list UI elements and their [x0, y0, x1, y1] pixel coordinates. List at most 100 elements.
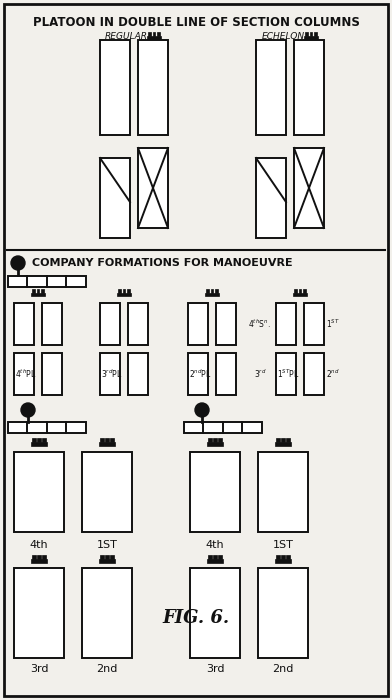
Bar: [310, 32, 312, 36]
Bar: [258, 568, 308, 658]
Bar: [208, 438, 212, 442]
Circle shape: [11, 256, 25, 270]
Text: 3rd: 3rd: [206, 664, 224, 674]
Bar: [105, 438, 109, 442]
Text: 4$^{th}$S$^{n}$.: 4$^{th}$S$^{n}$.: [248, 318, 271, 330]
Bar: [208, 555, 212, 559]
Bar: [37, 555, 41, 559]
Text: 3rd: 3rd: [30, 664, 48, 674]
Bar: [105, 555, 109, 559]
Bar: [100, 438, 103, 442]
Bar: [276, 438, 279, 442]
Bar: [207, 559, 223, 563]
Text: REGULAR: REGULAR: [105, 32, 148, 41]
Bar: [184, 422, 262, 433]
Text: 2$^{nd}$PL: 2$^{nd}$PL: [189, 368, 212, 380]
Bar: [123, 289, 125, 293]
Bar: [218, 555, 222, 559]
Bar: [100, 353, 120, 395]
Bar: [111, 438, 114, 442]
Bar: [111, 555, 114, 559]
Bar: [294, 289, 297, 293]
Bar: [138, 148, 168, 228]
Bar: [216, 353, 236, 395]
Text: 2$^{nd}$: 2$^{nd}$: [326, 368, 340, 380]
Bar: [100, 303, 120, 345]
Bar: [213, 438, 217, 442]
Text: 3$^{rd}$PL: 3$^{rd}$PL: [101, 368, 123, 380]
Bar: [37, 438, 41, 442]
Text: FIG. 6.: FIG. 6.: [162, 609, 230, 627]
Bar: [256, 158, 286, 238]
Bar: [299, 289, 301, 293]
Bar: [190, 568, 240, 658]
Bar: [303, 289, 306, 293]
Text: 1$^{ST}$: 1$^{ST}$: [326, 318, 340, 330]
Bar: [8, 276, 86, 287]
Bar: [148, 32, 151, 36]
Bar: [14, 568, 64, 658]
Bar: [99, 559, 115, 563]
Text: ECHELON: ECHELON: [262, 32, 305, 41]
Bar: [117, 293, 131, 296]
Bar: [100, 40, 130, 135]
Bar: [82, 568, 132, 658]
Bar: [14, 353, 34, 395]
Text: 1ST: 1ST: [272, 540, 294, 550]
Bar: [190, 452, 240, 532]
Bar: [138, 40, 168, 135]
Bar: [207, 442, 223, 446]
Bar: [42, 438, 46, 442]
Bar: [14, 303, 34, 345]
Text: PLATOON IN DOUBLE LINE OF SECTION COLUMNS: PLATOON IN DOUBLE LINE OF SECTION COLUMN…: [33, 16, 359, 29]
Bar: [258, 452, 308, 532]
Text: 4th: 4th: [206, 540, 224, 550]
Bar: [305, 32, 308, 36]
Bar: [41, 289, 44, 293]
Bar: [152, 32, 156, 36]
Text: 1$^{ST}$PL: 1$^{ST}$PL: [277, 368, 299, 380]
Text: 3$^{rd}$: 3$^{rd}$: [254, 368, 267, 380]
Bar: [188, 353, 208, 395]
Bar: [276, 353, 296, 395]
Bar: [32, 438, 36, 442]
Bar: [205, 293, 219, 296]
Bar: [281, 438, 285, 442]
Bar: [275, 559, 291, 563]
Bar: [8, 422, 86, 433]
Bar: [294, 40, 324, 135]
Text: 4th: 4th: [30, 540, 48, 550]
Bar: [275, 442, 291, 446]
Bar: [31, 559, 47, 563]
Bar: [99, 442, 115, 446]
Text: 4$^{th}$PL: 4$^{th}$PL: [15, 368, 36, 380]
Bar: [215, 289, 218, 293]
Bar: [82, 452, 132, 532]
Bar: [14, 452, 64, 532]
Bar: [304, 303, 324, 345]
Text: 2nd: 2nd: [96, 664, 118, 674]
Bar: [42, 353, 62, 395]
Text: COMPANY FORMATIONS FOR MANOEUVRE: COMPANY FORMATIONS FOR MANOEUVRE: [32, 258, 292, 268]
Bar: [287, 555, 290, 559]
Bar: [32, 555, 36, 559]
Circle shape: [21, 403, 35, 417]
Bar: [256, 40, 286, 135]
Bar: [32, 289, 35, 293]
Bar: [157, 32, 160, 36]
Bar: [127, 289, 130, 293]
Bar: [276, 555, 279, 559]
Bar: [304, 36, 318, 39]
Bar: [206, 289, 209, 293]
Bar: [42, 303, 62, 345]
Bar: [281, 555, 285, 559]
Bar: [188, 303, 208, 345]
Bar: [31, 442, 47, 446]
Bar: [211, 289, 214, 293]
Text: 1ST: 1ST: [96, 540, 118, 550]
Bar: [304, 353, 324, 395]
Bar: [218, 438, 222, 442]
Bar: [147, 36, 161, 39]
Bar: [293, 293, 307, 296]
Bar: [100, 555, 103, 559]
